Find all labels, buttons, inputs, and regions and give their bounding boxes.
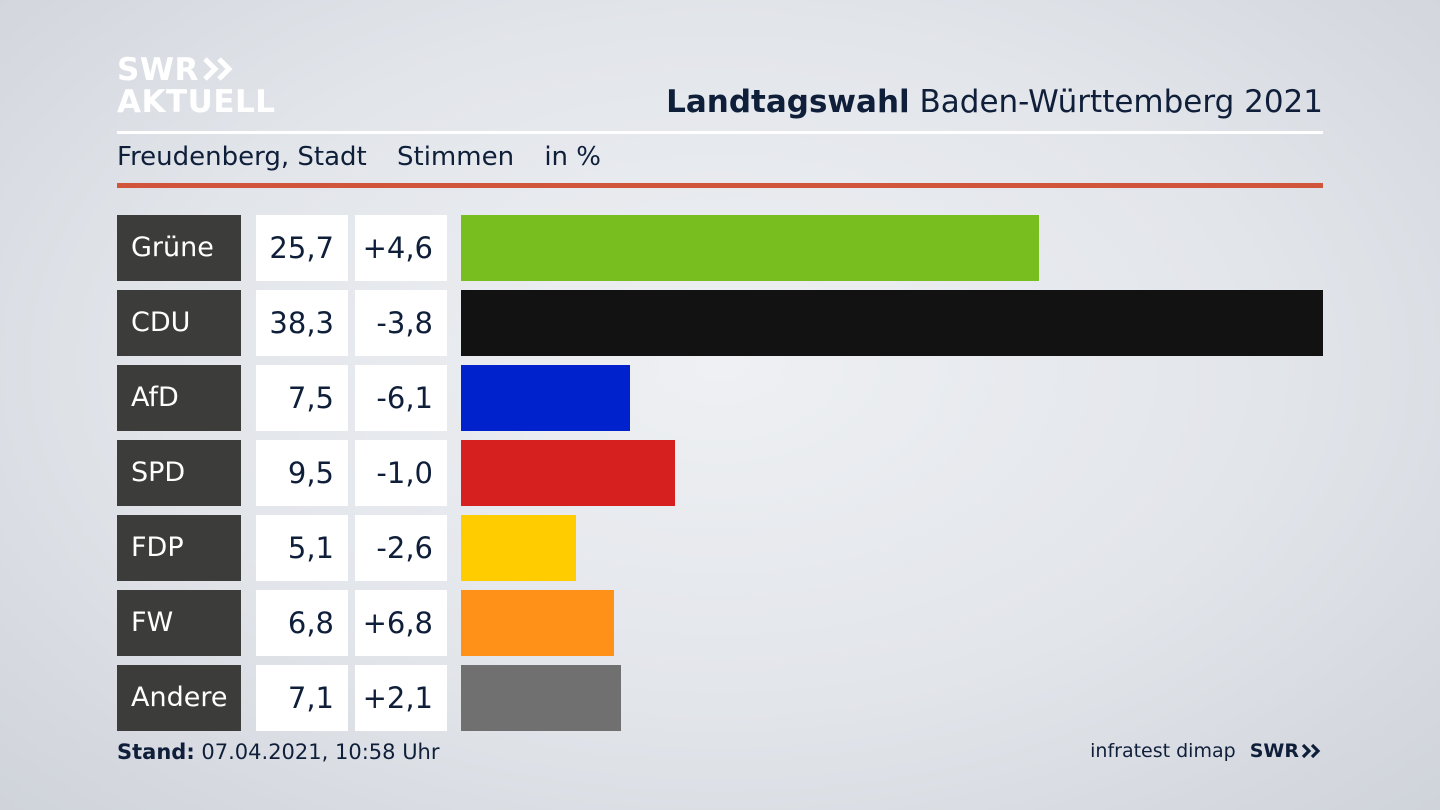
subtitle-unit: in % [544, 142, 601, 172]
vote-share-label: 6,8 [256, 590, 348, 656]
party-label: Andere [117, 665, 241, 731]
party-label: SPD [117, 440, 241, 506]
vote-share-label: 7,1 [256, 665, 348, 731]
vote-share-label: 25,7 [256, 215, 348, 281]
bar [461, 665, 621, 731]
stand-value: 07.04.2021, 10:58 Uhr [201, 740, 440, 764]
vote-share-label: 38,3 [256, 290, 348, 356]
change-label: -3,8 [355, 290, 447, 356]
stand-label: Stand: [117, 740, 195, 764]
logo-line-1: SWR [117, 52, 199, 88]
vote-share-label: 7,5 [256, 365, 348, 431]
bar [461, 590, 614, 656]
footer-brand: SWR [1249, 740, 1299, 762]
bar-row: Andere 7,1 +2,1 [117, 665, 1323, 731]
change-label: -1,0 [355, 440, 447, 506]
source-name: infratest dimap [1090, 740, 1236, 762]
title-rest: Baden-Württemberg 2021 [919, 84, 1323, 120]
title-bold: Landtagswahl [666, 84, 910, 120]
timestamp: Stand: 07.04.2021, 10:58 Uhr [117, 740, 440, 764]
bar-row: FW 6,8 +6,8 [117, 590, 1323, 656]
chevron-right-icon [1301, 743, 1321, 759]
vote-share-label: 9,5 [256, 440, 348, 506]
bar-row: AfD 7,5 -6,1 [117, 365, 1323, 431]
party-label: Grüne [117, 215, 241, 281]
source-credit: infratest dimap SWR [1090, 740, 1323, 768]
vote-share-label: 5,1 [256, 515, 348, 581]
logo-line-2: AKTUELL [117, 84, 276, 120]
change-label: +2,1 [355, 665, 447, 731]
bar [461, 215, 1039, 281]
bar [461, 290, 1323, 356]
bar-row: CDU 38,3 -3,8 [117, 290, 1323, 356]
swr-aktuell-logo: SWR AKTUELL [117, 54, 277, 118]
page-title: Landtagswahl Baden-Württemberg 2021 [666, 84, 1323, 128]
subtitle-metric: Stimmen [397, 142, 515, 172]
change-label: -2,6 [355, 515, 447, 581]
header-divider [117, 131, 1323, 134]
change-label: +4,6 [355, 215, 447, 281]
accent-divider [117, 183, 1323, 188]
bar [461, 365, 630, 431]
party-label: FW [117, 590, 241, 656]
change-label: -6,1 [355, 365, 447, 431]
bar [461, 440, 675, 506]
bar [461, 515, 576, 581]
chart-subtitle: Freudenberg, Stadt Stimmen in % [117, 142, 623, 178]
bar-row: FDP 5,1 -2,6 [117, 515, 1323, 581]
party-label: AfD [117, 365, 241, 431]
chevron-right-icon [203, 57, 233, 81]
bar-row: Grüne 25,7 +4,6 [117, 215, 1323, 281]
change-label: +6,8 [355, 590, 447, 656]
bar-row: SPD 9,5 -1,0 [117, 440, 1323, 506]
subtitle-place: Freudenberg, Stadt [117, 142, 367, 172]
party-label: FDP [117, 515, 241, 581]
party-label: CDU [117, 290, 241, 356]
